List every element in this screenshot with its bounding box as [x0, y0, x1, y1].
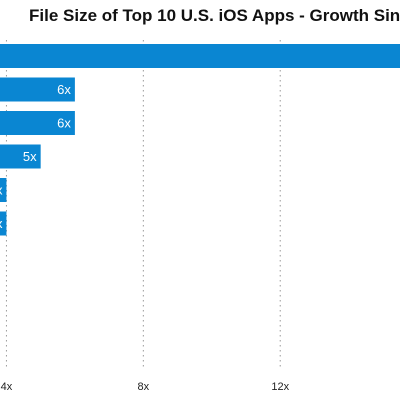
bar: [0, 178, 7, 202]
x-tick-label: 4x: [1, 381, 13, 393]
x-tick-label: 12x: [271, 381, 289, 393]
bar-value-label: 6x: [57, 116, 71, 131]
x-tick-label: 8x: [138, 381, 150, 393]
bar: [0, 144, 41, 169]
bar: [0, 211, 7, 236]
bar: [0, 111, 75, 135]
bar: [0, 77, 75, 102]
bar-value-label: 6x: [57, 82, 71, 97]
chart-title: File Size of Top 10 U.S. iOS Apps - Grow…: [29, 6, 400, 25]
bar-value-label: 5x: [23, 149, 37, 164]
bar-value-label: 4x: [0, 216, 3, 231]
bar-value-label: 4x: [0, 183, 3, 198]
bar: [0, 44, 400, 68]
